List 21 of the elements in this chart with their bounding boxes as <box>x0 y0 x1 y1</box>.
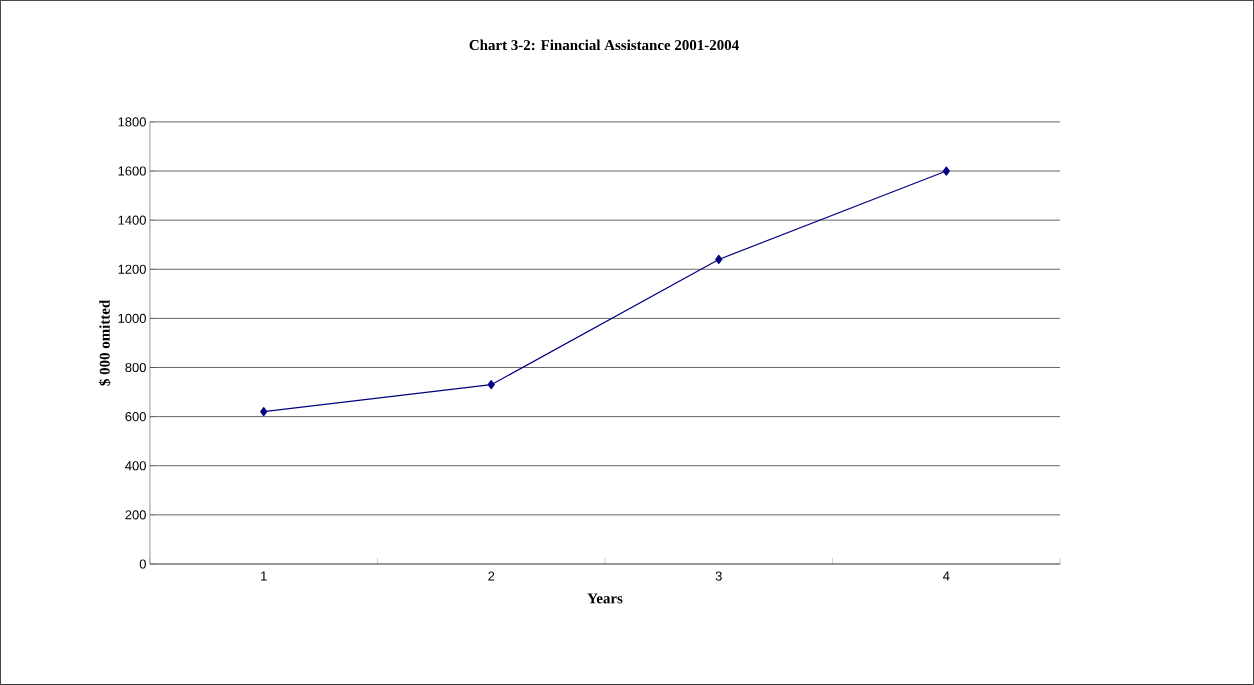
y-tick-label: 1800 <box>118 117 146 127</box>
x-tick-label: 1 <box>261 571 267 581</box>
y-tick-label: 800 <box>125 362 146 373</box>
y-tick-label: 400 <box>125 461 146 471</box>
y-tick-label: 1600 <box>118 166 146 176</box>
point <box>715 254 723 265</box>
y-axis-title: $ 000 omitted <box>98 299 111 386</box>
x-tick-label: 2 <box>488 571 495 581</box>
y-tick-label: 1400 <box>118 215 146 225</box>
point <box>260 407 268 417</box>
point <box>487 380 495 390</box>
x-tick-label: 3 <box>715 571 722 581</box>
x-axis-title: Years <box>587 593 623 604</box>
y-tick-label: 1000 <box>118 313 146 324</box>
y-tick-label: 600 <box>125 412 146 422</box>
point <box>942 166 950 176</box>
y-tick-label: 1200 <box>118 264 146 274</box>
x-tick-label: 4 <box>943 571 950 581</box>
y-tick-label: 0 <box>139 559 146 569</box>
y-tick-label: 200 <box>125 510 146 520</box>
chart-title: Chart 3-2: Financial Assistance 2001-2004 <box>469 39 739 51</box>
